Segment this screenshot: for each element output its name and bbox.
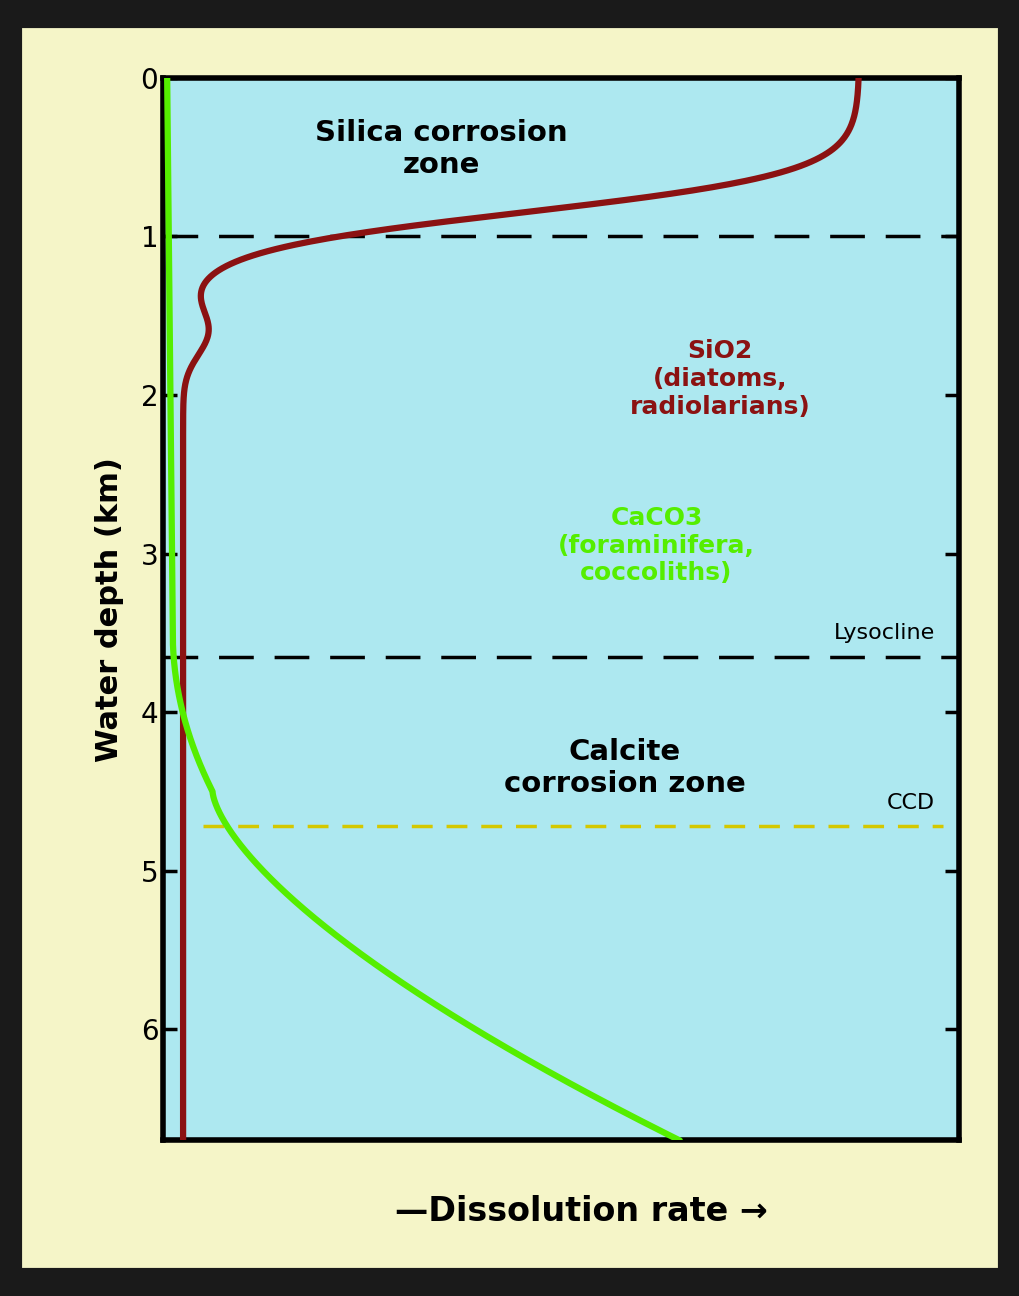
Text: SiO2
(diatoms,
radiolarians): SiO2 (diatoms, radiolarians) (629, 340, 810, 419)
Text: CaCO3
(foraminifera,
coccoliths): CaCO3 (foraminifera, coccoliths) (557, 505, 754, 586)
Text: Lysocline: Lysocline (833, 623, 934, 643)
Text: Silica corrosion
zone: Silica corrosion zone (315, 119, 568, 179)
Text: —Dissolution rate →: —Dissolution rate → (394, 1195, 767, 1229)
Y-axis label: Water depth (km): Water depth (km) (95, 456, 123, 762)
Text: CCD: CCD (886, 793, 934, 813)
Text: Calcite
corrosion zone: Calcite corrosion zone (503, 737, 745, 798)
